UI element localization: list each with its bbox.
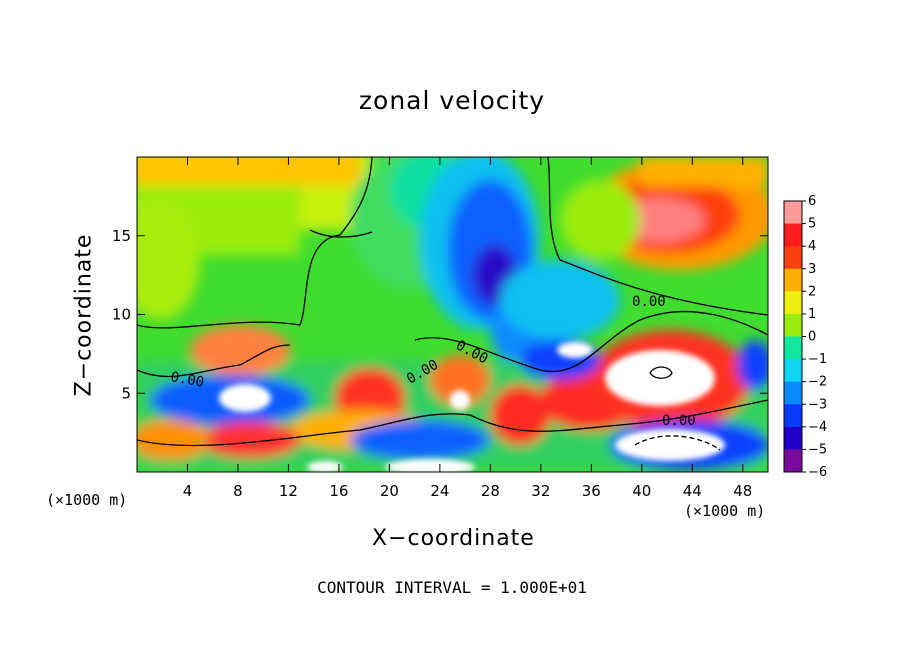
x-axis-ticks: 4 8 12 16 20 24 28 32 36 40 44 48 (183, 157, 752, 500)
colorbar-band (784, 426, 802, 450)
y-axis-ticks: 5 10 15 (112, 227, 768, 402)
colorbar-band (784, 201, 802, 225)
contour-label: 0.00 (169, 369, 205, 391)
colorbar-label: 3 (808, 262, 816, 277)
colorbar-label: −6 (808, 465, 827, 480)
x-tick-label: 20 (380, 482, 399, 500)
heatmap-field (137, 157, 768, 472)
colorbar-label: 4 (808, 239, 816, 254)
x-tick-label: 44 (683, 482, 702, 500)
y-tick-label: 15 (112, 227, 131, 245)
colorbar-band (784, 381, 802, 405)
x-tick-label: 4 (183, 482, 193, 500)
contour-label: 0.00 (662, 413, 696, 429)
colorbar-label: 5 (808, 217, 816, 232)
x-tick-label: 40 (632, 482, 651, 500)
colorbar-label: −1 (808, 352, 827, 367)
x-tick-label: 36 (582, 482, 601, 500)
x-tick-label: 16 (329, 482, 348, 500)
colorbar-label: 2 (808, 284, 816, 299)
x-unit-label-left: (×1000 m) (46, 491, 128, 509)
colorbar-label: 0 (808, 330, 816, 345)
contour-label: 0.00 (632, 294, 666, 310)
colorbar-label: 1 (808, 307, 816, 322)
x-unit-label-right: (×1000 m) (684, 502, 766, 520)
colorbar-label: −4 (808, 420, 827, 435)
contour-interval-note: CONTOUR INTERVAL = 1.000E+01 (317, 578, 587, 597)
colorbar-band (784, 313, 802, 337)
colorbar-label: −3 (808, 397, 827, 412)
colorbar-label: −5 (808, 442, 827, 457)
colorbar-band (784, 268, 802, 292)
colorbar-label: −2 (808, 375, 827, 390)
zero-contours (137, 157, 768, 451)
colorbar-band (784, 223, 802, 247)
x-tick-label: 8 (233, 482, 243, 500)
x-axis-label: X−coordinate (372, 526, 535, 551)
colorbar: 6 5 4 3 2 1 0 −1 −2 −3 −4 −5 −6 (783, 194, 827, 480)
x-tick-label: 28 (481, 482, 500, 500)
chart-title: zonal velocity (358, 86, 546, 115)
x-tick-label: 12 (279, 482, 298, 500)
y-tick-label: 10 (112, 306, 131, 324)
x-tick-label: 24 (430, 482, 449, 500)
colorbar-label: 6 (808, 194, 816, 209)
y-axis-label: Z−coordinate (71, 233, 97, 397)
colorbar-band (784, 359, 802, 383)
x-tick-label: 32 (531, 482, 550, 500)
x-tick-label: 48 (733, 482, 752, 500)
colorbar-band (784, 449, 802, 473)
y-tick-label: 5 (121, 384, 131, 402)
colorbar-band (784, 404, 802, 428)
colorbar-band (784, 246, 802, 270)
colorbar-band (784, 336, 802, 360)
colorbar-band (784, 291, 802, 315)
